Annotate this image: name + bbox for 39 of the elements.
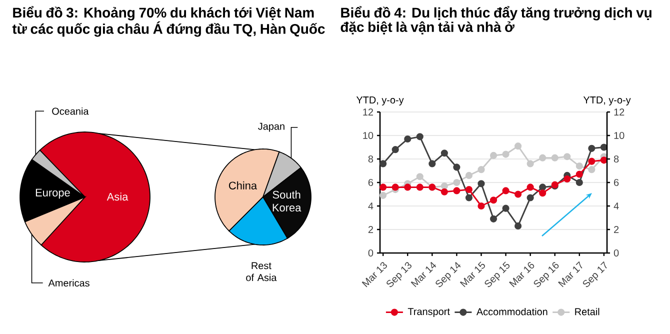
slice-label: Asia <box>106 192 128 201</box>
y-tick-label: 6 <box>368 178 374 186</box>
x-tick-label: Sep 14 <box>436 262 461 288</box>
slice-label: Japan <box>258 122 284 132</box>
y2-tick-label: 8 <box>614 155 619 163</box>
y-tick-label: 8 <box>368 155 374 163</box>
legend-label: Retail <box>575 308 600 316</box>
chart-title: Biểu đồ 4: Du lịch thúc đẩy tăng trưởng dịch vụ đặc biệt là vận tải và nhà ở <box>340 6 652 34</box>
y-tick-label: 4 <box>368 202 374 210</box>
x-tick-label: Sep 16 <box>534 262 559 288</box>
y-tick-label: 12 <box>363 108 373 116</box>
slice-label: Oceania <box>52 107 89 115</box>
slice-label: Europe <box>36 188 70 199</box>
x-tick-label: Mar 13 <box>362 262 387 288</box>
legend-label: Accommodation <box>476 308 548 316</box>
y-tick-label: 10 <box>363 132 374 140</box>
y2-tick-label: 2 <box>614 226 619 233</box>
x-tick-label: Mar 15 <box>460 262 485 288</box>
chart-title: Biểu đồ 3: Khoảng 70% du khách tới Việt Nam từ các quốc gia châu Á đứng đầu TQ, Hàn Quốc <box>12 6 325 37</box>
y2-tick-label: 10 <box>614 132 624 140</box>
slice-label: Rest of Asia <box>246 262 277 282</box>
slice-label: Americas <box>48 279 90 287</box>
y2-tick-label: 0 <box>614 249 619 257</box>
x-tick-label: Sep 17 <box>582 261 607 288</box>
y-tick-label: 0 <box>368 249 374 257</box>
y2-tick-label: 12 <box>614 108 624 116</box>
x-tick-label: Sep 13 <box>386 262 412 288</box>
x-tick-label: Mar 17 <box>558 261 582 288</box>
x-tick-label: Mar 16 <box>509 262 534 288</box>
y2-axis-title: YTD, y-o-y <box>583 96 631 106</box>
slice-label: South Korea <box>272 190 302 212</box>
y-tick-label: 2 <box>368 226 373 233</box>
legend-label: Transport <box>408 308 450 318</box>
x-tick-label: Mar 14 <box>410 262 436 288</box>
x-tick-label: Sep 15 <box>484 262 510 288</box>
y2-tick-label: 6 <box>614 178 619 186</box>
y-axis-title: YTD, y-o-y <box>356 96 404 106</box>
slice-label: China <box>228 181 258 190</box>
y2-tick-label: 4 <box>614 202 619 210</box>
